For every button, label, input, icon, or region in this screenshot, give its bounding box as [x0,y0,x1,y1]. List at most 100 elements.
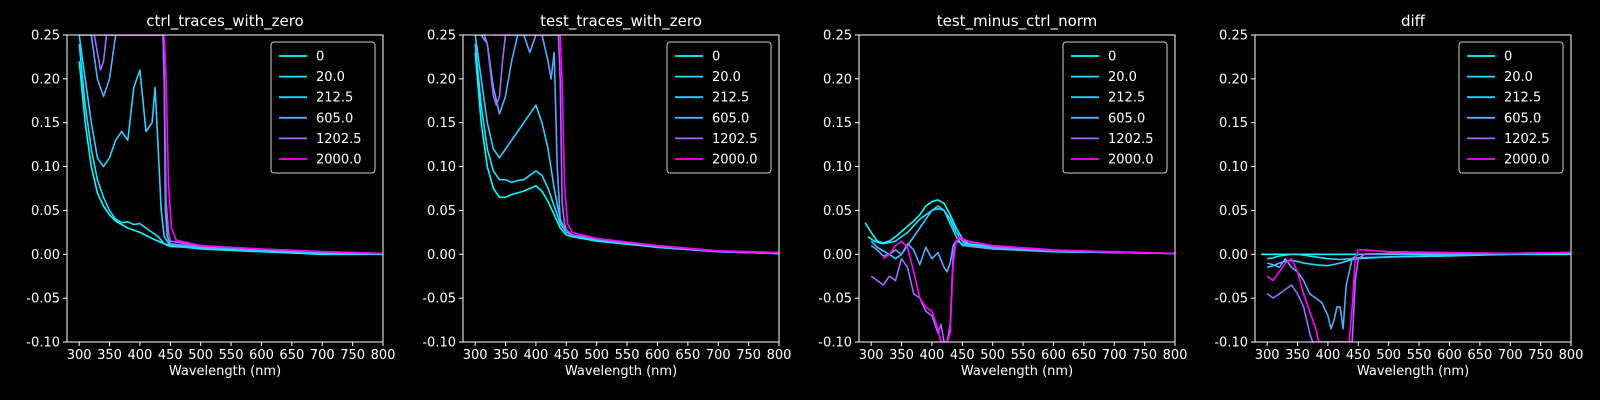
y-tick-label: 0.15 [1219,116,1248,131]
y-tick-label: 0.15 [427,116,456,131]
series-line-605.0 [79,35,383,256]
x-tick-label: 700 [1102,348,1127,363]
y-tick-label: 0.15 [31,116,60,131]
series-line-0 [78,61,383,256]
y-tick-label: 0.25 [1219,29,1248,44]
chart-panel-3: 300 350 400 450 500 550 600 650 700 750 800 -0.10 -0… [818,12,1187,379]
x-tick-label: 300 [67,348,92,363]
legend: 0 20.0 212.5 605.0 1202.5 2000.0 [1458,41,1564,174]
legend-label: 1202.5 [712,132,758,147]
y-tick-label: -0.05 [818,292,852,307]
y-tick-label: 0.25 [31,29,60,44]
x-tick-label: 750 [1132,348,1157,363]
series-group [1261,249,1571,342]
y-tick-label: 0.20 [823,72,852,87]
y-tick-label: 0.20 [1219,72,1248,87]
series-line-2000.0 [1266,249,1571,342]
x-tick-label: 300 [859,348,884,363]
y-tick-label: 0.10 [427,160,456,175]
y-tick-label: -0.10 [26,336,60,351]
y-tick-label: 0.00 [823,248,852,263]
x-tick-label: 600 [1041,348,1066,363]
y-tick-label: 0.10 [31,160,60,175]
x-tick-label: 800 [371,348,396,363]
x-tick-label: 350 [493,348,518,363]
legend-label: 0 [316,50,324,65]
legend-label: 605.0 [1108,111,1145,126]
y-tick-label: -0.05 [26,292,60,307]
x-tick-label: 450 [950,348,975,363]
x-axis-label: Wavelength (nm) [961,364,1073,379]
legend-label: 605.0 [1504,111,1541,126]
legend: 0 20.0 212.5 605.0 1202.5 2000.0 [1062,41,1168,174]
legend-label: 20.0 [1108,70,1137,85]
legend-label: 1202.5 [316,132,362,147]
series-line-1202.5 [1266,251,1571,342]
legend-label: 212.5 [1108,91,1145,106]
y-tick-label: 0.00 [427,248,456,263]
y-tick-label: 0.25 [427,29,456,44]
series-line-605.0 [870,240,1175,273]
axes-frame [462,34,780,343]
x-tick-label: 650 [279,348,304,363]
legend-label: 0 [1504,50,1512,65]
y-tick-label: 0.05 [823,204,852,219]
legend-label: 212.5 [712,91,749,106]
legend-label: 2000.0 [1108,153,1154,168]
x-tick-label: 350 [97,348,122,363]
series-line-1202.5 [870,237,1175,342]
chart-title: test_traces_with_zero [540,12,702,31]
legend-label: 605.0 [712,111,749,126]
x-tick-label: 750 [340,348,365,363]
x-tick-label: 450 [554,348,579,363]
series-group [78,35,383,256]
legend-label: 1202.5 [1504,132,1550,147]
x-axis-label: Wavelength (nm) [1357,364,1469,379]
x-tick-label: 750 [736,348,761,363]
legend-box [270,41,376,174]
x-tick-label: 550 [1011,348,1036,363]
legend-label: 2000.0 [1504,153,1550,168]
x-tick-label: 350 [889,348,914,363]
series-group [864,199,1175,342]
x-tick-label: 500 [980,348,1005,363]
x-axis-label: Wavelength (nm) [169,364,281,379]
x-tick-label: 400 [920,348,945,363]
x-tick-label: 800 [767,348,792,363]
legend-label: 212.5 [1504,91,1541,106]
series-line-2000.0 [97,35,383,255]
y-tick-label: 0.25 [823,29,852,44]
chart-panel-2: 300 350 400 450 500 550 600 650 700 750 800 -0.10 -0… [422,12,791,379]
x-tick-label: 750 [1528,348,1553,363]
x-tick-label: 800 [1163,348,1188,363]
x-tick-label: 650 [675,348,700,363]
x-tick-label: 600 [249,348,274,363]
legend: 0 20.0 212.5 605.0 1202.5 2000.0 [270,41,376,174]
legend-box [1062,41,1168,174]
x-tick-label: 600 [1437,348,1462,363]
chart-title: test_minus_ctrl_norm [937,12,1098,31]
x-tick-label: 550 [1407,348,1432,363]
series-line-212.5 [870,207,1175,260]
x-tick-label: 350 [1285,348,1310,363]
series-line-20.0 [867,205,1175,255]
chart-panel-4: 300 350 400 450 500 550 600 650 700 750 800 -0.10 -0… [1214,12,1583,379]
legend-box [666,41,772,174]
x-tick-label: 650 [1071,348,1096,363]
series-line-0 [864,199,1175,255]
x-tick-label: 400 [524,348,549,363]
series-group [474,35,779,255]
y-tick-label: 0.05 [427,204,456,219]
series-line-212.5 [78,35,383,256]
x-tick-label: 300 [1255,348,1280,363]
y-tick-label: 0.05 [31,204,60,219]
y-tick-label: -0.10 [422,336,456,351]
x-tick-label: 800 [1559,348,1584,363]
chart-title: diff [1401,12,1426,30]
x-tick-label: 500 [584,348,609,363]
x-tick-label: 650 [1467,348,1492,363]
legend-box [1458,41,1564,174]
x-axis-label: Wavelength (nm) [565,364,677,379]
legend-label: 605.0 [316,111,353,126]
